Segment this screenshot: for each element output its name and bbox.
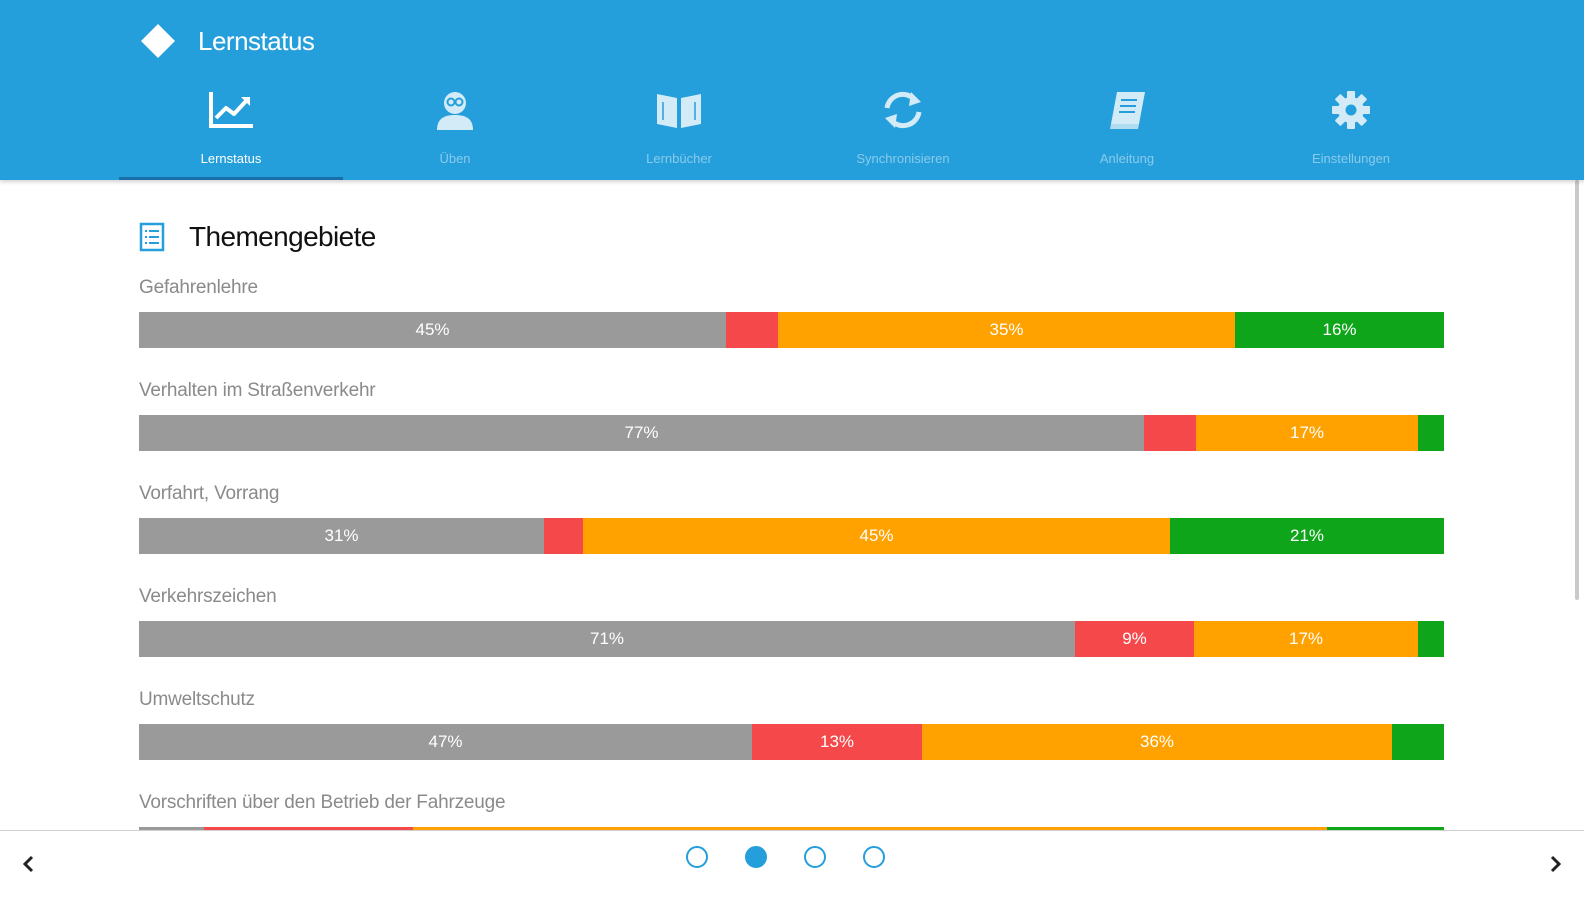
- topic-row[interactable]: Gefahrenlehre 45% 35% 16%: [139, 275, 1444, 378]
- chevron-right-icon: [1550, 855, 1562, 873]
- scrollbar[interactable]: [1575, 180, 1579, 600]
- main-content: Themengebiete Gefahrenlehre 45% 35% 16% Verh…: [0, 180, 1584, 830]
- topic-name: Gefahrenlehre: [139, 277, 258, 298]
- progress-segment-orange: [413, 827, 1327, 830]
- progress-segment-green: [1418, 621, 1444, 657]
- progress-segment-green: [1392, 724, 1444, 760]
- progress-segment-green: [1327, 827, 1444, 830]
- student-icon: [429, 88, 481, 132]
- progress-segment-gray: 77%: [139, 415, 1144, 451]
- progress-bar: 31% 45% 21%: [139, 518, 1444, 554]
- topic-name: Vorfahrt, Vorrang: [139, 483, 280, 504]
- topic-list: Gefahrenlehre 45% 35% 16% Verhalten im Straß…: [139, 275, 1444, 830]
- tab-label: Lernbücher: [646, 151, 712, 166]
- progress-segment-green: [1418, 415, 1444, 451]
- progress-segment-red: [726, 312, 778, 348]
- progress-segment-orange: 17%: [1194, 621, 1418, 657]
- progress-bar: [139, 827, 1444, 830]
- progress-segment-red: [1144, 415, 1196, 451]
- topic-row[interactable]: Umweltschutz 47% 13% 36%: [139, 687, 1444, 790]
- page-indicator: [0, 846, 1584, 870]
- tab-anleitung[interactable]: Anleitung: [1015, 80, 1239, 180]
- diamond-logo-icon: [141, 24, 175, 58]
- progress-segment-orange: 36%: [922, 724, 1392, 760]
- sync-icon: [877, 88, 929, 132]
- page-dot-1[interactable]: [686, 846, 708, 868]
- progress-segment-green: 16%: [1235, 312, 1444, 348]
- manual-icon: [1101, 88, 1153, 132]
- progress-segment-red: 13%: [752, 724, 922, 760]
- progress-segment-orange: 17%: [1196, 415, 1418, 451]
- progress-bar: 71% 9% 17%: [139, 621, 1444, 657]
- main-tabs: Lernstatus Üben: [119, 80, 1463, 180]
- topic-row[interactable]: Verkehrszeichen 71% 9% 17%: [139, 584, 1444, 687]
- progress-segment-gray: 71%: [139, 621, 1075, 657]
- page-dot-2[interactable]: [745, 846, 767, 868]
- tab-lernbuecher[interactable]: Lernbücher: [567, 80, 791, 180]
- list-document-icon: [139, 222, 165, 252]
- tab-label: Synchronisieren: [856, 151, 950, 166]
- progress-segment-gray: 45%: [139, 312, 726, 348]
- progress-segment-gray: [139, 827, 204, 830]
- previous-page-button[interactable]: [14, 849, 44, 879]
- chevron-left-icon: [22, 855, 34, 873]
- tab-label: Lernstatus: [200, 151, 262, 166]
- gear-icon: [1325, 88, 1377, 132]
- page-dot-4[interactable]: [863, 846, 885, 868]
- progress-segment-green: 21%: [1170, 518, 1444, 554]
- page-dot-3[interactable]: [804, 846, 826, 868]
- pager-footer: [0, 830, 1584, 900]
- tab-lernstatus[interactable]: Lernstatus: [119, 80, 343, 180]
- progress-segment-red: 9%: [1075, 621, 1194, 657]
- progress-segment-gray: 47%: [139, 724, 752, 760]
- progress-segment-orange: 35%: [778, 312, 1235, 348]
- topic-name: Verkehrszeichen: [139, 586, 277, 607]
- progress-bar: 45% 35% 16%: [139, 312, 1444, 348]
- tab-label: Einstellungen: [1311, 151, 1391, 166]
- tab-label: Anleitung: [1099, 151, 1155, 166]
- section-title: Themengebiete: [189, 221, 376, 252]
- tab-label: Üben: [439, 151, 471, 166]
- line-chart-icon: [205, 88, 257, 132]
- open-book-icon: [653, 88, 705, 132]
- topic-row[interactable]: Verhalten im Straßenverkehr 77% 17%: [139, 378, 1444, 481]
- tab-synchronisieren[interactable]: Synchronisieren: [791, 80, 1015, 180]
- topic-row[interactable]: Vorfahrt, Vorrang 31% 45% 21%: [139, 481, 1444, 584]
- next-page-button[interactable]: [1540, 849, 1570, 879]
- topic-row[interactable]: Vorschriften über den Betrieb der Fahrze…: [139, 790, 1444, 830]
- active-tab-indicator: [119, 177, 343, 180]
- tab-ueben[interactable]: Üben: [343, 80, 567, 180]
- progress-bar: 77% 17%: [139, 415, 1444, 451]
- progress-bar: 47% 13% 36%: [139, 724, 1444, 760]
- topic-name: Vorschriften über den Betrieb der Fahrze…: [139, 792, 506, 813]
- tab-einstellungen[interactable]: Einstellungen: [1239, 80, 1463, 180]
- progress-segment-red: [544, 518, 583, 554]
- progress-segment-red: [204, 827, 413, 830]
- progress-segment-gray: 31%: [139, 518, 544, 554]
- progress-segment-orange: 45%: [583, 518, 1170, 554]
- topic-name: Umweltschutz: [139, 689, 255, 710]
- app-header: Lernstatus Lernstatus: [0, 0, 1584, 180]
- topic-name: Verhalten im Straßenverkehr: [139, 380, 376, 401]
- app-title: Lernstatus: [198, 26, 315, 56]
